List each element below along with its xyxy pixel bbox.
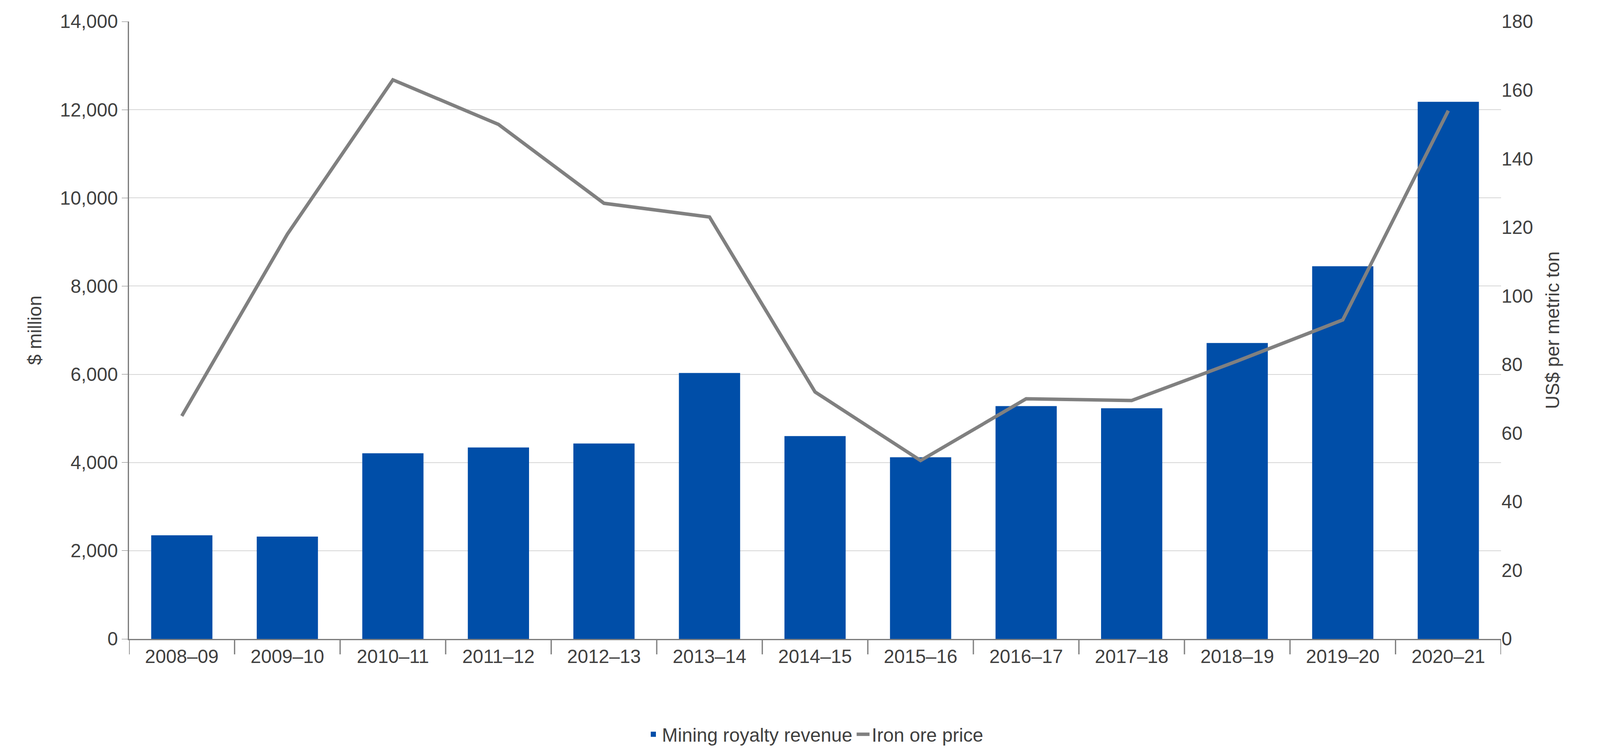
svg-text:4,000: 4,000 xyxy=(70,452,118,474)
svg-text:14,000: 14,000 xyxy=(60,10,119,32)
svg-text:20: 20 xyxy=(1501,560,1523,582)
svg-text:0: 0 xyxy=(1501,628,1512,650)
svg-text:40: 40 xyxy=(1501,491,1523,513)
svg-text:8,000: 8,000 xyxy=(70,275,118,297)
svg-text:2018–19: 2018–19 xyxy=(1200,646,1274,668)
svg-text:160: 160 xyxy=(1501,79,1533,101)
svg-text:2010–11: 2010–11 xyxy=(356,646,429,668)
svg-text:100: 100 xyxy=(1501,285,1533,307)
svg-text:80: 80 xyxy=(1501,353,1523,376)
svg-text:US$ per metric ton: US$ per metric ton xyxy=(1541,251,1564,410)
svg-text:2011–12: 2011–12 xyxy=(462,646,535,668)
svg-text:2019–20: 2019–20 xyxy=(1305,646,1380,668)
svg-text:Iron ore price: Iron ore price xyxy=(871,724,984,746)
svg-text:180: 180 xyxy=(1501,10,1533,32)
svg-text:2020–21: 2020–21 xyxy=(1411,646,1486,668)
svg-text:2014–15: 2014–15 xyxy=(778,646,852,668)
svg-text:2013–14: 2013–14 xyxy=(672,646,747,668)
svg-text:2,000: 2,000 xyxy=(70,540,118,562)
svg-text:12,000: 12,000 xyxy=(60,99,119,121)
svg-text:$ million: $ million xyxy=(24,295,46,365)
svg-text:Mining royalty revenue: Mining royalty revenue xyxy=(661,724,853,746)
svg-text:140: 140 xyxy=(1501,148,1533,170)
svg-text:6,000: 6,000 xyxy=(70,363,118,385)
svg-text:2012–13: 2012–13 xyxy=(567,646,641,668)
svg-text:10,000: 10,000 xyxy=(60,187,119,209)
svg-text:60: 60 xyxy=(1501,422,1523,444)
svg-text:2017–18: 2017–18 xyxy=(1095,646,1169,668)
svg-text:2008–09: 2008–09 xyxy=(144,646,219,668)
svg-text:2009–10: 2009–10 xyxy=(250,646,324,668)
svg-text:120: 120 xyxy=(1501,216,1533,238)
svg-text:0: 0 xyxy=(107,628,118,650)
svg-text:2015–16: 2015–16 xyxy=(883,646,958,668)
svg-text:2016–17: 2016–17 xyxy=(989,646,1063,668)
